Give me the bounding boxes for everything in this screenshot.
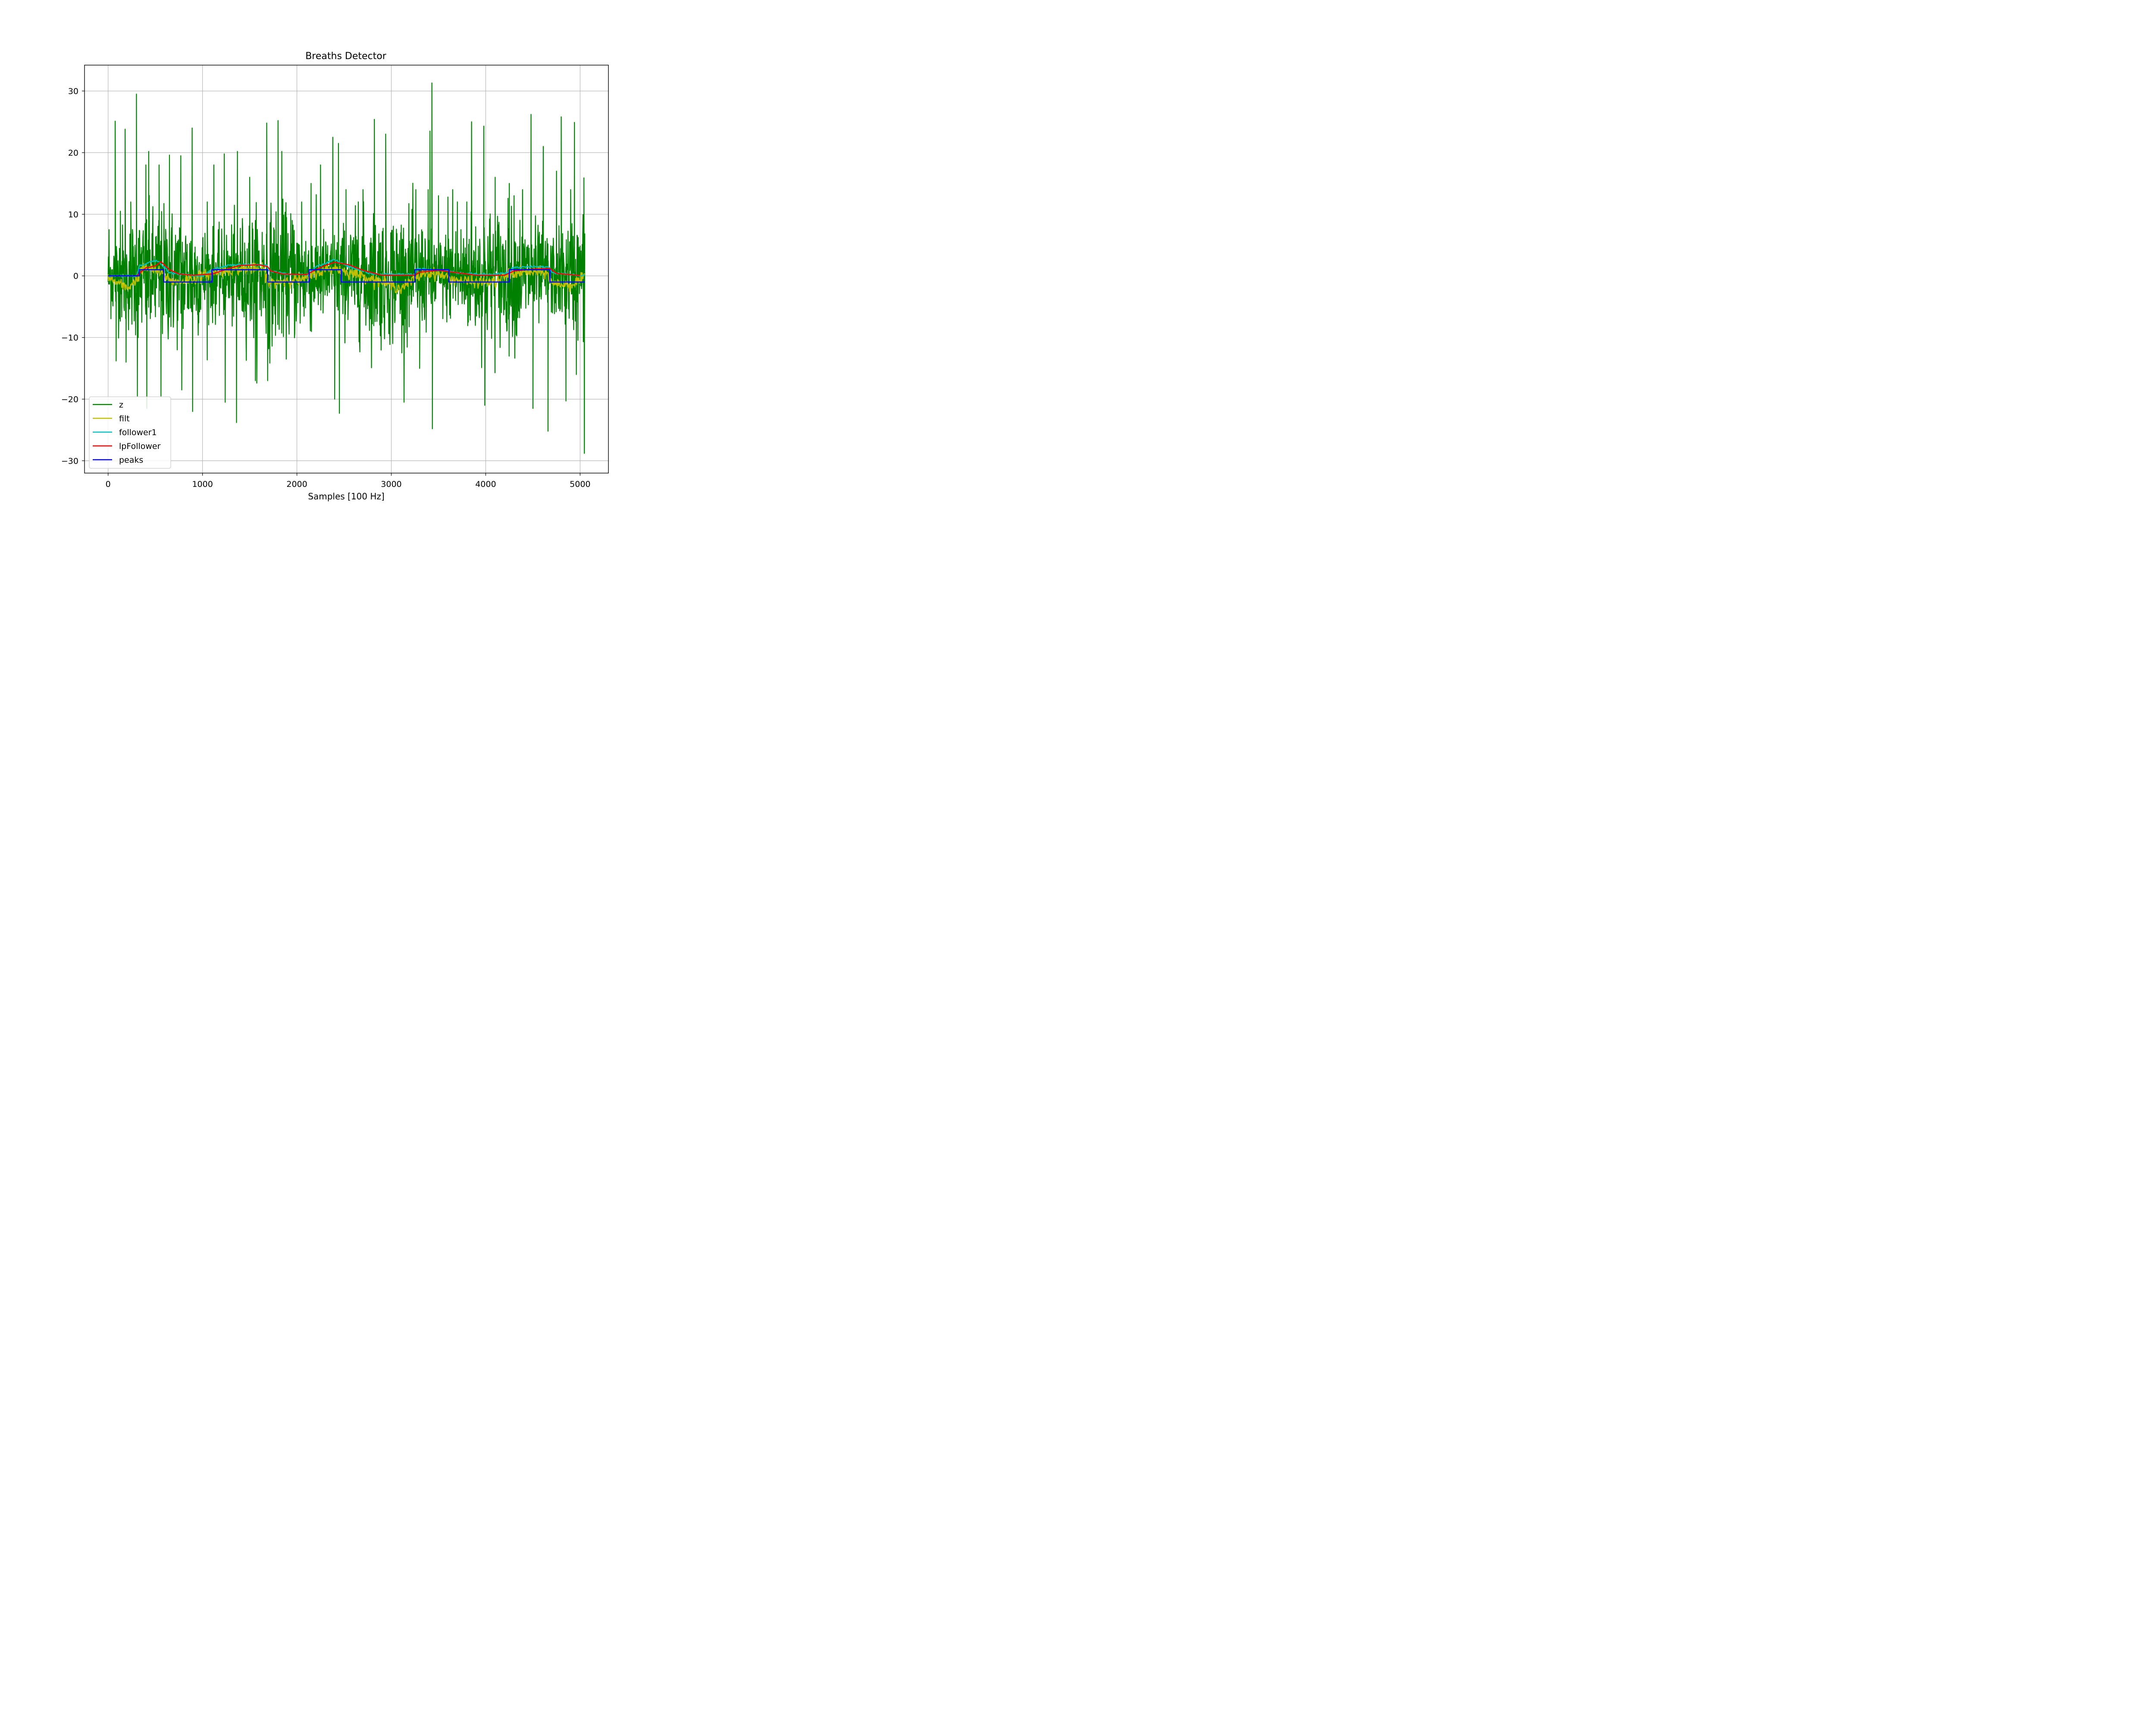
series-peaks-line (108, 269, 585, 283)
axes-frame (84, 65, 609, 474)
x-axis-label: Samples [100 Hz] (308, 491, 384, 502)
y-tick-label: 20 (68, 148, 78, 158)
x-tick-label: 3000 (381, 480, 401, 489)
legend: z filt follower1 lpFollower peaks (89, 396, 171, 469)
x-tick-label: 2000 (286, 480, 307, 489)
figure: Breaths Detector 0 1000 2000 3000 4000 5000 3… (0, 0, 667, 533)
legend-label: z (119, 400, 123, 410)
x-tick-label: 5000 (570, 480, 590, 489)
legend-box (89, 396, 171, 469)
x-axis: 0 1000 2000 3000 4000 5000 (106, 473, 591, 489)
legend-label: follower1 (119, 428, 157, 437)
series-z-line (107, 82, 586, 454)
chart-title: Breaths Detector (305, 51, 387, 62)
plot-area (107, 82, 586, 454)
y-tick-label: −20 (61, 395, 78, 405)
x-tick-label: 4000 (475, 480, 496, 489)
y-tick-label: 0 (73, 272, 78, 281)
legend-label: lpFollower (119, 442, 161, 451)
y-tick-label: −10 (61, 333, 78, 343)
x-tick-label: 0 (106, 480, 111, 489)
chart: Breaths Detector 0 1000 2000 3000 4000 5000 3… (0, 0, 667, 533)
legend-label: peaks (119, 455, 143, 465)
series-filt-line (107, 262, 585, 294)
y-axis: 30 20 10 0 −10 −20 −30 (61, 87, 85, 466)
series-lpfollower-line (108, 261, 580, 276)
y-tick-label: −30 (61, 456, 78, 466)
y-tick-label: 10 (68, 210, 78, 220)
y-tick-label: 30 (68, 87, 78, 96)
legend-label: filt (119, 414, 130, 423)
x-tick-label: 1000 (192, 480, 213, 489)
